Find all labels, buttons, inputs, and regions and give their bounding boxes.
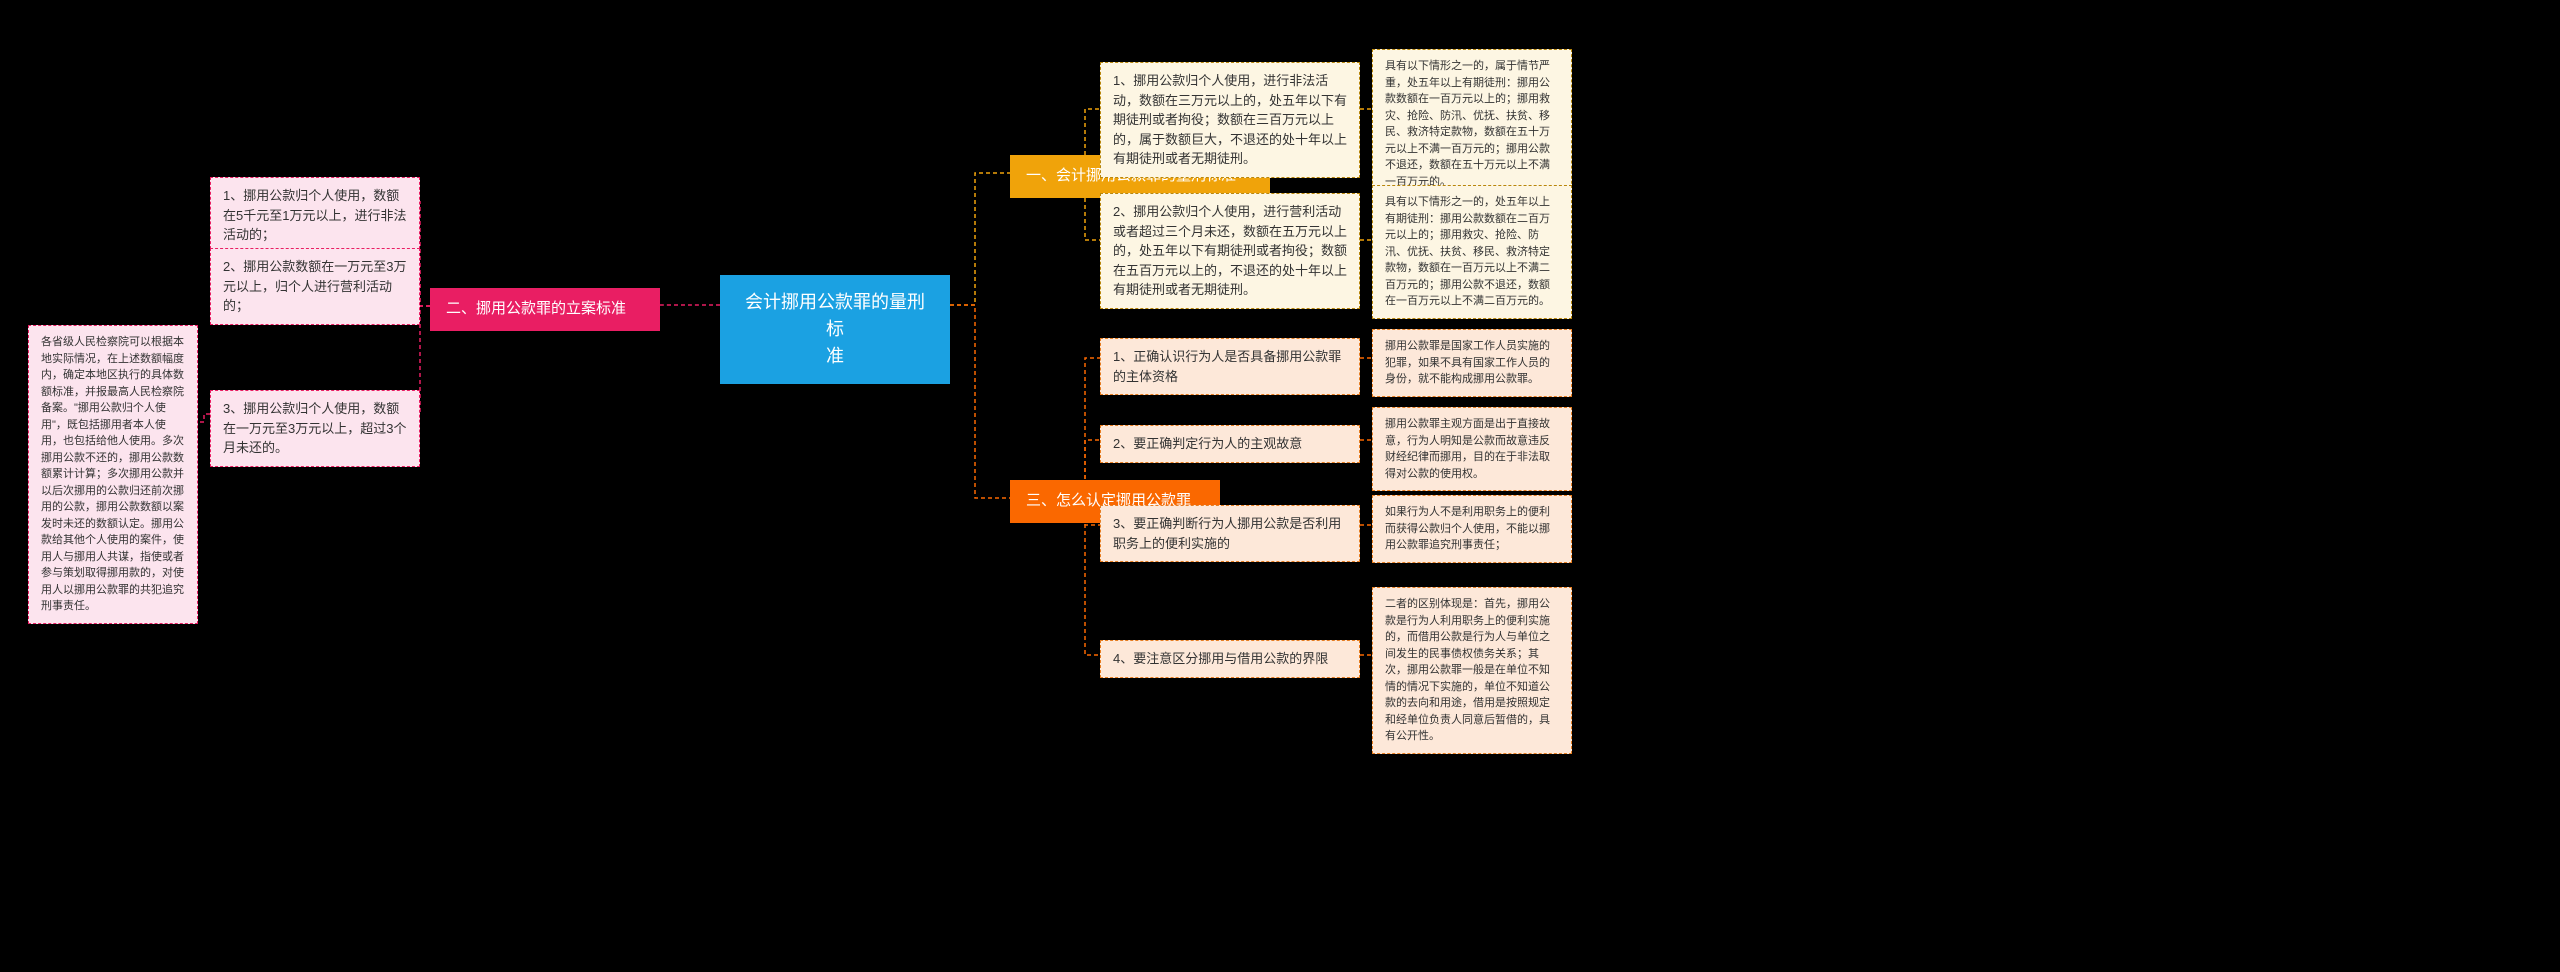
r3-leaf-4[interactable]: 4、要注意区分挪用与借用公款的界限 bbox=[1100, 640, 1360, 678]
r1-leaf-1-sub[interactable]: 具有以下情形之一的，属于情节严重，处五年以上有期徒刑：挪用公款数额在一百万元以上… bbox=[1372, 49, 1572, 199]
r3-leaf-4-sub[interactable]: 二者的区别体现是：首先，挪用公款是行为人利用职务上的便利实施的，而借用公款是行为… bbox=[1372, 587, 1572, 754]
r3-leaf-2-sub[interactable]: 挪用公款罪主观方面是出于直接故意，行为人明知是公款而故意违反财经纪律而挪用，目的… bbox=[1372, 407, 1572, 491]
r3-leaf-3-sub[interactable]: 如果行为人不是利用职务上的便利而获得公款归个人使用，不能以挪用公款罪追究刑事责任… bbox=[1372, 495, 1572, 563]
left-detail[interactable]: 各省级人民检察院可以根据本地实际情况，在上述数额幅度内，确定本地区执行的具体数额… bbox=[28, 325, 198, 624]
left-leaf-3[interactable]: 3、挪用公款归个人使用，数额在一万元至3万元以上，超过3个月未还的。 bbox=[210, 390, 420, 467]
r1-leaf-1[interactable]: 1、挪用公款归个人使用，进行非法活动，数额在三万元以上的，处五年以下有期徒刑或者… bbox=[1100, 62, 1360, 178]
r1-leaf-2[interactable]: 2、挪用公款归个人使用，进行营利活动或者超过三个月未还，数额在五万元以上的，处五… bbox=[1100, 193, 1360, 309]
branch-left[interactable]: 二、挪用公款罪的立案标准 bbox=[430, 288, 660, 331]
r3-leaf-1[interactable]: 1、正确认识行为人是否具备挪用公款罪的主体资格 bbox=[1100, 338, 1360, 395]
center-node[interactable]: 会计挪用公款罪的量刑标准 bbox=[720, 275, 950, 384]
r3-leaf-1-sub[interactable]: 挪用公款罪是国家工作人员实施的犯罪，如果不具有国家工作人员的身份，就不能构成挪用… bbox=[1372, 329, 1572, 397]
r3-leaf-3[interactable]: 3、要正确判断行为人挪用公款是否利用职务上的便利实施的 bbox=[1100, 505, 1360, 562]
left-leaf-2[interactable]: 2、挪用公款数额在一万元至3万元以上，归个人进行营利活动的； bbox=[210, 248, 420, 325]
r3-leaf-2[interactable]: 2、要正确判定行为人的主观故意 bbox=[1100, 425, 1360, 463]
left-leaf-1[interactable]: 1、挪用公款归个人使用，数额在5千元至1万元以上，进行非法活动的； bbox=[210, 177, 420, 254]
r1-leaf-2-sub[interactable]: 具有以下情形之一的，处五年以上有期徒刑：挪用公款数额在二百万元以上的；挪用救灾、… bbox=[1372, 185, 1572, 319]
